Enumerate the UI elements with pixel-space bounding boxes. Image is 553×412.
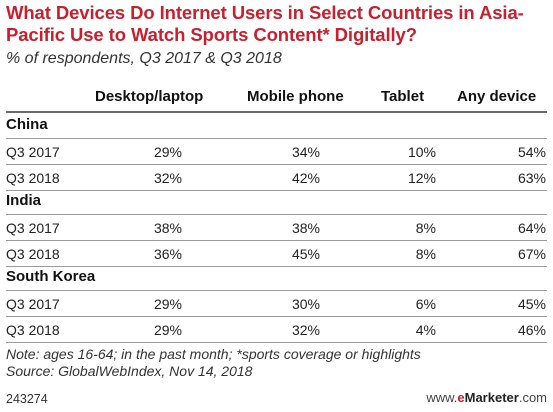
- row-divider: [6, 342, 547, 343]
- column-header: Mobile phone: [247, 88, 344, 105]
- brand-prefix: www.: [426, 390, 458, 405]
- table-cell: 29%: [153, 322, 182, 338]
- brand-e: e: [457, 390, 465, 405]
- row-divider: [6, 316, 547, 317]
- row-label: Q3 2017: [6, 220, 60, 236]
- row-divider: [6, 138, 547, 139]
- note-text: Note: ages 16-64; in the past month; *sp…: [6, 346, 421, 362]
- chart-subtitle: % of respondents, Q3 2017 & Q3 2018: [6, 50, 282, 67]
- header-rule: [6, 111, 547, 113]
- row-label: Q3 2018: [6, 170, 60, 186]
- row-divider: [6, 164, 547, 165]
- table-cell: 42%: [291, 170, 320, 186]
- table-cell: 38%: [153, 220, 182, 236]
- country-label: India: [6, 192, 42, 209]
- chart-title: What Devices Do Internet Users in Select…: [6, 2, 524, 45]
- table-cell: 36%: [153, 246, 182, 262]
- brand-suffix: .com: [518, 390, 547, 405]
- row-divider: [6, 190, 547, 191]
- table-cell: 30%: [291, 296, 320, 312]
- table-cell: 4%: [415, 322, 436, 338]
- table-cell: 6%: [415, 296, 436, 312]
- table-cell: 63%: [517, 170, 546, 186]
- table-cell: 46%: [517, 322, 546, 338]
- row-divider: [6, 214, 547, 215]
- table-cell: 29%: [153, 296, 182, 312]
- brand-name: Marketer: [464, 390, 519, 405]
- table-cell: 32%: [291, 322, 320, 338]
- row-label: Q3 2017: [6, 296, 60, 312]
- table-cell: 29%: [153, 144, 182, 160]
- source-text: Source: GlobalWebIndex, Nov 14, 2018: [6, 363, 253, 379]
- row-label: Q3 2018: [6, 246, 60, 262]
- table-cell: 10%: [407, 144, 436, 160]
- country-label: China: [6, 116, 48, 133]
- row-label: Q3 2017: [6, 144, 60, 160]
- column-header: Tablet: [381, 88, 425, 105]
- table-cell: 8%: [415, 246, 436, 262]
- table-cell: 54%: [517, 144, 546, 160]
- table-cell: 45%: [517, 296, 546, 312]
- table-cell: 64%: [517, 220, 546, 236]
- table-cell: 32%: [153, 170, 182, 186]
- column-header: Any device: [457, 88, 537, 105]
- chart-id: 243274: [6, 392, 48, 406]
- table-cell: 8%: [415, 220, 436, 236]
- row-divider: [6, 290, 547, 291]
- table-cell: 45%: [291, 246, 320, 262]
- table-cell: 34%: [291, 144, 320, 160]
- table-cell: 67%: [517, 246, 546, 262]
- row-label: Q3 2018: [6, 322, 60, 338]
- table-cell: 38%: [291, 220, 320, 236]
- row-divider: [6, 266, 547, 267]
- country-label: South Korea: [6, 268, 96, 285]
- column-header: Desktop/laptop: [95, 88, 204, 105]
- emarketer-logo: www.eMarketer.com: [426, 390, 547, 405]
- table-cell: 12%: [407, 170, 436, 186]
- row-divider: [6, 240, 547, 241]
